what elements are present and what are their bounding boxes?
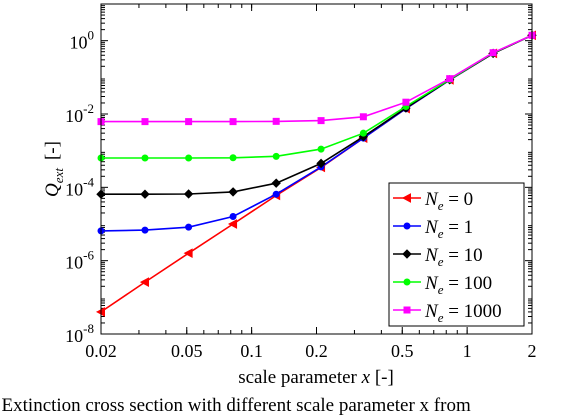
x-axis-label: scale parameter x [-] <box>238 367 394 388</box>
data-point-1000 <box>359 113 367 121</box>
legend-label: Ne = 0 <box>424 189 473 213</box>
y-tick-label: 100 <box>70 28 95 53</box>
y-tick-label: 10-6 <box>65 248 94 273</box>
legend-label: Ne = 10 <box>424 245 483 269</box>
data-point-100 <box>141 154 149 162</box>
figure-caption: 2: Extinction cross section with differe… <box>0 393 574 418</box>
y-axis-label: Qext [-] <box>42 141 66 197</box>
legend-marker <box>402 249 412 259</box>
data-point-10 <box>183 189 194 199</box>
data-point-10 <box>228 187 238 197</box>
x-tick-label: 0.5 <box>391 341 414 361</box>
data-point-1000 <box>229 118 237 126</box>
legend-marker <box>403 306 411 314</box>
data-point-1000 <box>446 75 454 83</box>
y-tick-label: 10-8 <box>65 321 94 346</box>
legend-item-100: Ne = 100 <box>393 273 492 297</box>
data-point-10 <box>140 189 150 199</box>
data-point-100 <box>359 129 367 137</box>
chart: 0.02 0.05 0.1 0.2 0.5 1 2 10-8 10-6 10-4 10-2 100 Q… <box>42 3 537 388</box>
data-point-1 <box>272 190 280 198</box>
x-tick-label: 0.05 <box>171 341 203 361</box>
data-point-1 <box>185 223 193 231</box>
data-point-1000 <box>141 118 149 126</box>
data-point-100 <box>229 154 237 162</box>
data-point-1000 <box>185 118 193 126</box>
y-axis-sub: ext <box>51 168 66 184</box>
legend-marker <box>401 193 411 203</box>
ticks: 0.02 0.05 0.1 0.2 0.5 1 2 10-8 10-6 10-4 10-2 100 <box>65 4 537 361</box>
legend-marker <box>403 278 411 286</box>
legend-label: Ne = 1 <box>424 217 473 241</box>
plot-frame <box>100 3 533 335</box>
data-point-1 <box>229 213 237 221</box>
y-axis-unit: [-] <box>42 141 63 160</box>
y-axis-var: Q <box>42 183 63 197</box>
x-tick-label: 0.1 <box>240 341 263 361</box>
caption-text: 2: Extinction cross section with differe… <box>0 395 471 416</box>
data-point-1000 <box>489 49 497 57</box>
data-point-0 <box>139 277 149 287</box>
legend-item-10: Ne = 10 <box>393 245 483 269</box>
data-point-100 <box>272 152 280 160</box>
legend-label: Ne = 100 <box>424 273 492 297</box>
y-tick-label: 10-4 <box>65 174 94 199</box>
x-tick-label: 2 <box>528 341 537 361</box>
data-point-10 <box>316 158 326 169</box>
series-1000 <box>97 31 536 126</box>
legend-item-1000: Ne = 1000 <box>393 301 502 325</box>
data-point-1000 <box>272 117 280 125</box>
data-point-100 <box>185 154 193 162</box>
svg-text:Qext[-]: Qext [-] <box>42 141 66 197</box>
legend: Ne = 0 Ne = 1 Ne = 10 Ne = 100 Ne = 1000 <box>388 182 525 327</box>
x-tick-label: 1 <box>463 341 472 361</box>
data-point-0 <box>227 219 238 229</box>
x-tick-label: 0.02 <box>85 341 117 361</box>
series-group <box>95 30 537 317</box>
legend-marker <box>403 222 411 230</box>
data-point-1000 <box>402 98 410 106</box>
data-point-0 <box>183 248 193 259</box>
data-point-1 <box>141 226 149 234</box>
legend-label: Ne = 1000 <box>424 301 502 325</box>
data-point-10 <box>271 178 281 188</box>
data-point-1000 <box>317 117 325 125</box>
x-tick-label: 0.2 <box>305 341 328 361</box>
legend-item-1: Ne = 1 <box>393 217 473 241</box>
y-tick-label: 10-2 <box>65 101 94 126</box>
legend-item-0: Ne = 0 <box>393 189 473 213</box>
data-point-100 <box>317 145 325 153</box>
